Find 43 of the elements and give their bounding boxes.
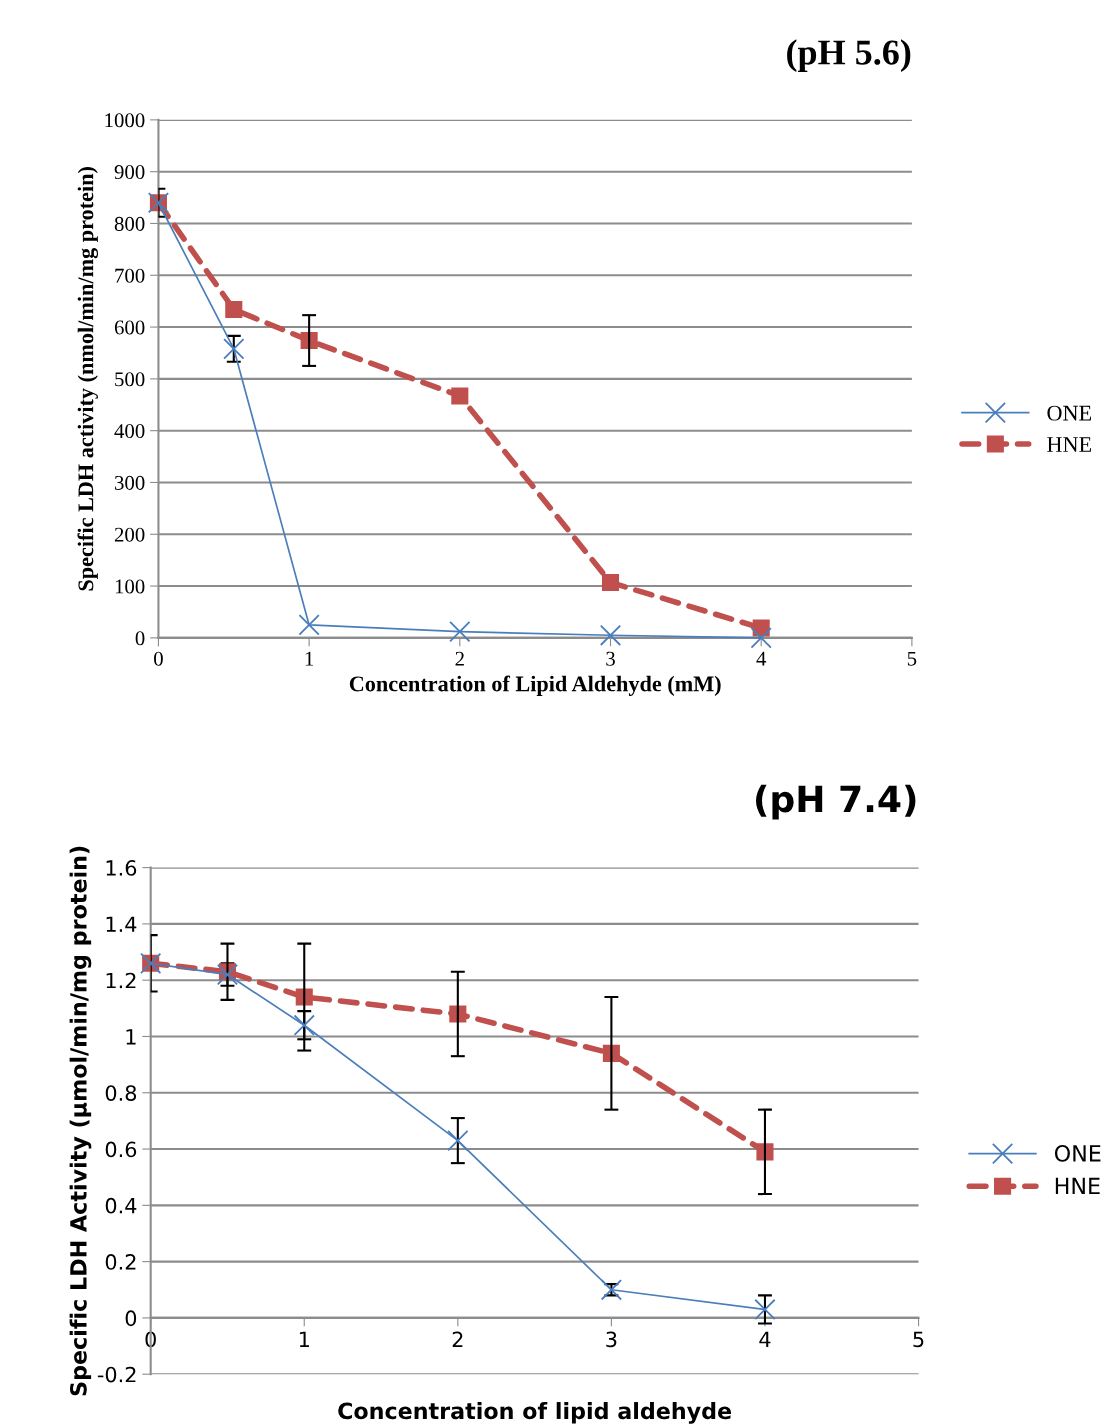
y-tick-label: 900 [114,165,145,180]
y-tick-label: 100 [115,579,145,594]
x-tick-label: 3 [606,651,615,666]
x-tick-label: 2 [455,651,464,666]
y-tick-label: 1.2 [106,972,136,989]
y-tick-label: 500 [115,372,145,387]
y-tick-label: 0.6 [105,1141,137,1158]
y-tick-label: 1000 [105,113,145,128]
y-tick-label: 800 [114,216,145,231]
y-tick-label: 400 [114,424,145,439]
x-tick-label: 2 [452,1331,463,1347]
y-axis-title: Specific LDH Activity (µmol/min/mg protein) [69,846,92,1396]
x-tick-label: 1 [305,651,314,666]
x-tick-label: 5 [913,1331,924,1348]
y-tick-label: -0.2 [97,1366,136,1383]
y-tick-label: 1.4 [106,916,137,932]
y-tick-label: 200 [114,527,145,542]
x-tick-label: 5 [907,651,917,666]
y-tick-label: 0 [135,631,145,646]
y-tick-label: 0.4 [105,1197,137,1214]
y-tick-label: 1 [126,1029,136,1045]
x-axis-title: Concentration of Lipid Aldehyde (mM) [349,675,721,696]
x-tick-label: 0 [154,651,163,666]
legend-label: HNE [1047,437,1092,452]
x-tick-label: 1 [299,1331,309,1347]
y-tick-label: 1.6 [106,860,137,876]
chart-title: (pH 7.4) [756,784,916,820]
x-tick-label: 0 [145,1331,156,1348]
y-tick-label: 0.8 [105,1085,137,1101]
y-tick-label: 700 [115,268,145,283]
legend-label: ONE [1054,1144,1101,1162]
x-tick-label: 4 [759,1331,771,1347]
legend-label: HNE [1055,1177,1100,1195]
y-tick-label: 0 [125,1310,137,1327]
x-tick-label: 3 [606,1331,617,1348]
y-tick-label: 0.2 [105,1254,136,1270]
y-tick-label: 600 [114,320,145,335]
x-axis-title: Concentration of lipid aldehyde [338,1402,732,1424]
x-tick-label: 4 [756,651,767,666]
y-axis-title: Specific LDH activity (nmol/min/mg protein) [77,167,99,591]
y-tick-label: 300 [115,475,145,490]
legend-label: ONE [1047,405,1092,421]
chart-title: (pH 5.6) [787,39,911,72]
